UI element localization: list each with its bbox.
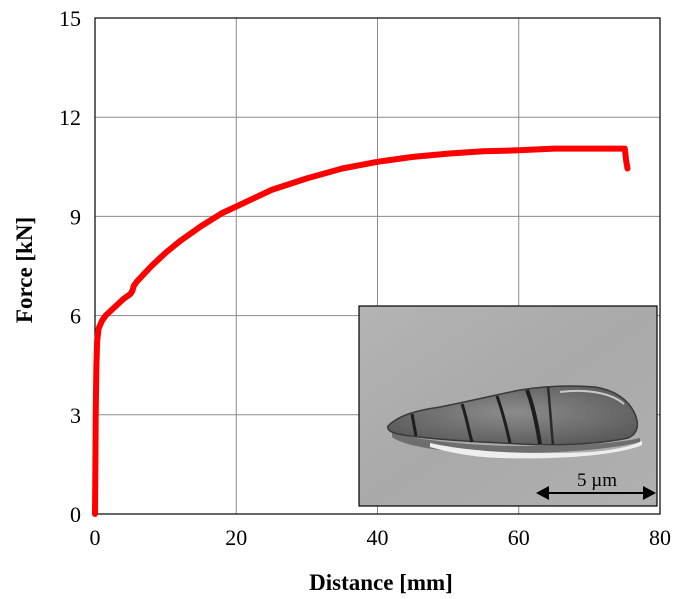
crack-line-5: [546, 386, 555, 446]
force-distance-curve: [92, 145, 631, 517]
x-tick-label: 20: [225, 525, 247, 550]
y-tick-label: 12: [59, 105, 81, 130]
y-tick-label: 0: [70, 502, 81, 527]
crack-line-4: [525, 389, 542, 445]
void-bright-rim: [430, 441, 642, 459]
scale-bar-left-arrow: [536, 486, 549, 500]
x-tick-label: 0: [90, 525, 101, 550]
x-tick-label: 40: [367, 525, 389, 550]
y-tick-label: 3: [70, 403, 81, 428]
y-tick-label: 9: [70, 204, 81, 229]
void-shape: [387, 385, 639, 446]
scale-bar-right-arrow: [643, 486, 656, 500]
crack-line-2: [460, 403, 474, 443]
crack-line-3: [495, 395, 512, 444]
y-tick-label: 6: [70, 304, 81, 329]
crack-line-1: [410, 413, 418, 437]
x-axis-title: Distance [mm]: [309, 570, 453, 595]
y-axis-title: Force [kN]: [12, 217, 37, 323]
void-highlight: [559, 389, 625, 405]
tick-labels: 0 20 40 60 80 0 3 6 9 12 15: [59, 6, 671, 550]
sem-micrograph-inset: 5 µm: [358, 305, 658, 507]
scale-bar-label: 5 µm: [577, 470, 617, 491]
x-tick-label: 80: [649, 525, 671, 550]
x-tick-label: 60: [508, 525, 530, 550]
plot-area-frame: [94, 17, 661, 515]
y-tick-label: 15: [59, 6, 81, 31]
